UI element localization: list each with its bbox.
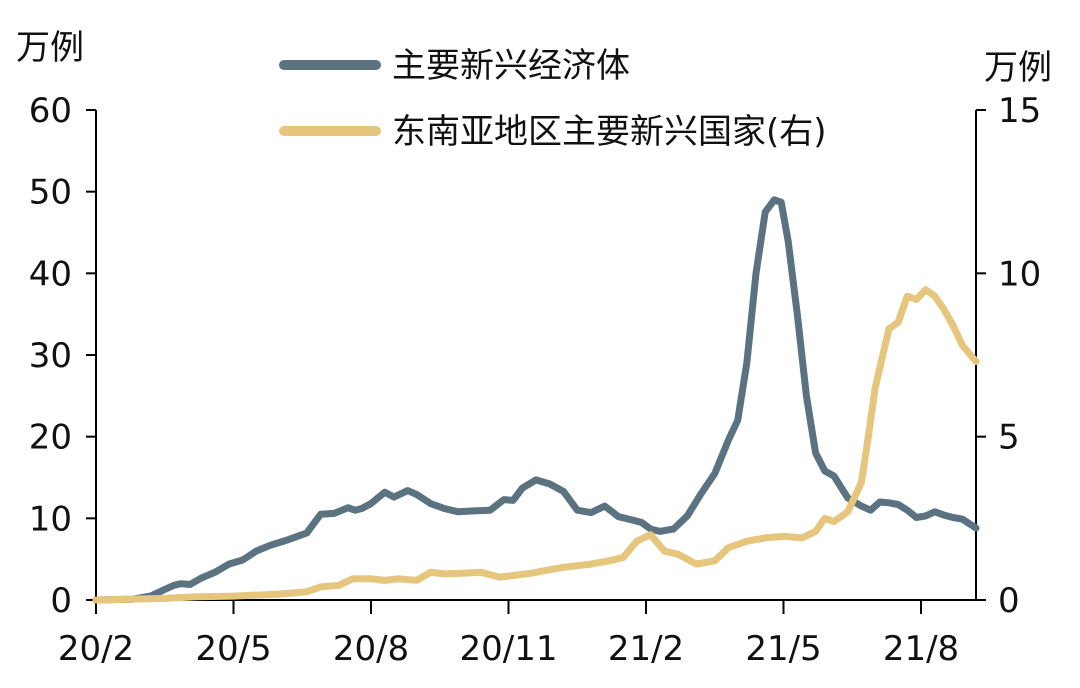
y-right-tick-label: 15 xyxy=(998,91,1041,131)
x-tick-label: 20/5 xyxy=(195,629,271,669)
series-line-2 xyxy=(92,286,980,604)
y-left-tick-label: 0 xyxy=(50,581,72,621)
y-right-tick-label: 5 xyxy=(998,418,1020,458)
x-tick-label: 20/11 xyxy=(460,629,558,669)
y-left-tick-label: 60 xyxy=(29,91,72,131)
legend-label-series-1: 主要新兴经济体 xyxy=(392,46,630,86)
x-tick-label: 21/2 xyxy=(608,629,684,669)
series-line-1 xyxy=(92,196,980,604)
y-left-tick-label: 20 xyxy=(29,418,72,458)
y-right-tick-label: 0 xyxy=(998,581,1020,621)
x-tick-label: 20/2 xyxy=(58,629,134,669)
y-left-tick-label: 40 xyxy=(29,254,72,294)
right-axis-unit: 万例 xyxy=(984,48,1052,88)
legend-label-series-2: 东南亚地区主要新兴国家(右) xyxy=(392,112,827,152)
axes: 0 10 20 30 40 50 60 0 5 10 15 20/2 20/5 20/8 20/11 21/2… xyxy=(29,91,1042,669)
y-left-tick-label: 50 xyxy=(29,173,72,213)
x-tick-label: 20/8 xyxy=(333,629,409,669)
x-tick-label: 21/5 xyxy=(745,629,821,669)
y-left-tick-label: 10 xyxy=(29,499,72,539)
series-layer xyxy=(92,196,980,604)
legend: 主要新兴经济体 东南亚地区主要新兴国家(右) xyxy=(279,46,827,152)
y-right-tick-label: 10 xyxy=(998,254,1041,294)
left-axis-unit: 万例 xyxy=(16,28,84,68)
y-left-tick-label: 30 xyxy=(29,336,72,376)
x-tick-label: 21/8 xyxy=(883,629,959,669)
